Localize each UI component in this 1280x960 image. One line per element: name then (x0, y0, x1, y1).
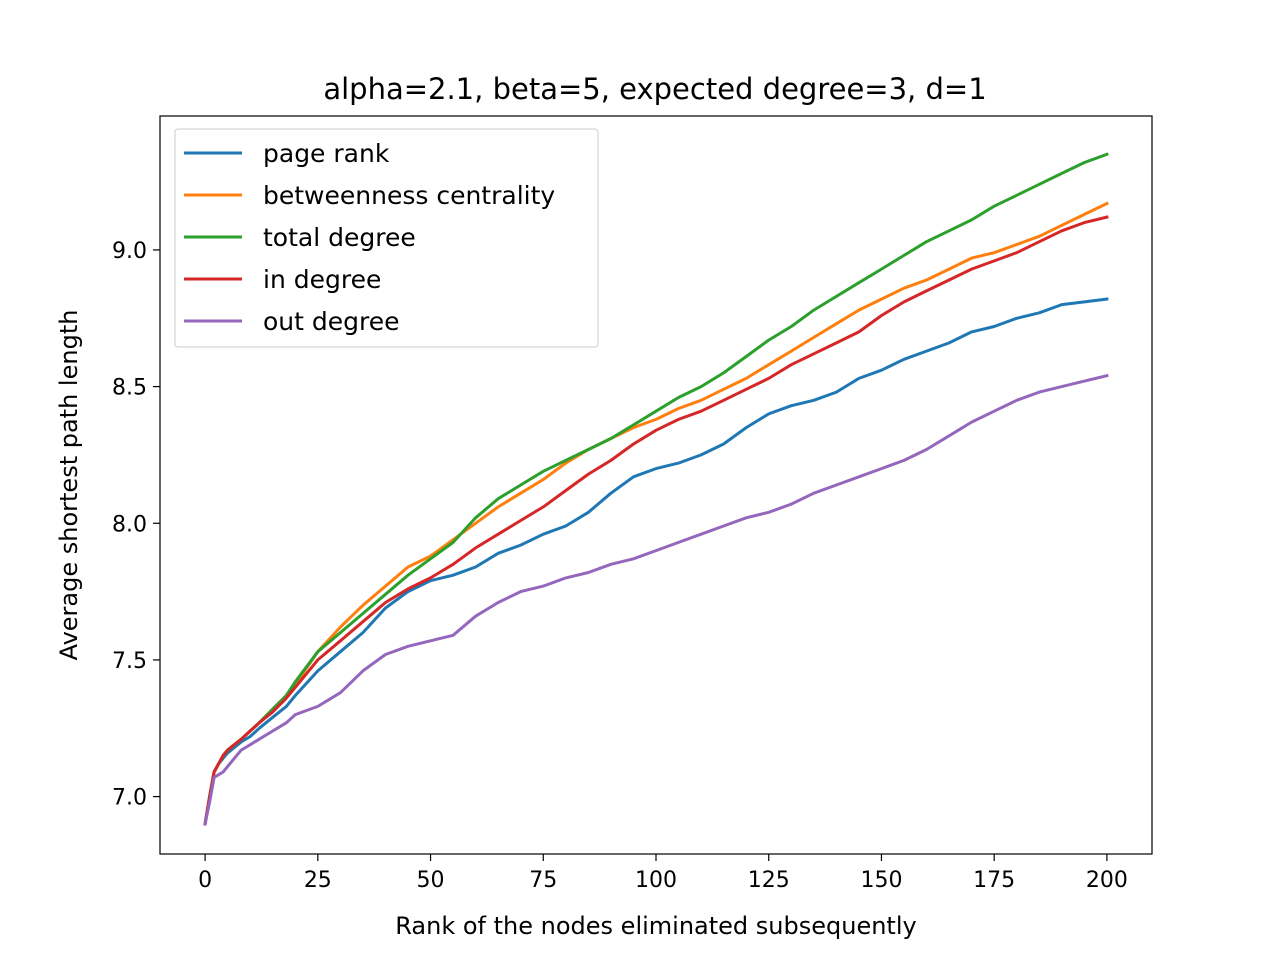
series-lines (203, 152, 1109, 826)
legend-label: betweenness centrality (263, 181, 555, 210)
x-tick-label: 75 (529, 868, 557, 893)
y-tick-label: 7.0 (112, 786, 147, 811)
legend-label: out degree (263, 307, 400, 336)
x-axis-label: Rank of the nodes eliminated subsequentl… (395, 912, 916, 940)
x-tick-label: 0 (198, 868, 212, 893)
y-axis-label: Average shortest path length (55, 310, 83, 661)
y-tick-label: 7.5 (112, 649, 147, 674)
x-tick-label: 200 (1086, 868, 1128, 893)
chart-title: alpha=2.1, beta=5, expected degree=3, d=… (323, 72, 986, 106)
x-tick-label: 25 (304, 868, 332, 893)
series-line-0 (203, 297, 1109, 826)
x-tick-label: 50 (417, 868, 445, 893)
y-tick-label: 8.0 (112, 512, 147, 537)
legend: page rank betweenness centrality total deg… (174, 128, 599, 348)
legend-box (174, 128, 599, 348)
x-axis: 0 25 50 75 100 125 150 175 200 (198, 854, 1128, 893)
y-axis: 7.0 7.5 8.0 8.5 9.0 (112, 239, 160, 811)
legend-label: total degree (263, 223, 416, 252)
y-tick-label: 9.0 (112, 239, 147, 264)
y-tick-label: 8.5 (112, 376, 147, 401)
series-line-3 (203, 215, 1109, 826)
legend-label: page rank (263, 139, 390, 168)
x-tick-label: 100 (635, 868, 677, 893)
series-line-4 (203, 373, 1109, 826)
x-tick-label: 175 (973, 868, 1015, 893)
x-tick-label: 125 (748, 868, 790, 893)
x-tick-label: 150 (860, 868, 902, 893)
legend-label: in degree (263, 265, 381, 294)
